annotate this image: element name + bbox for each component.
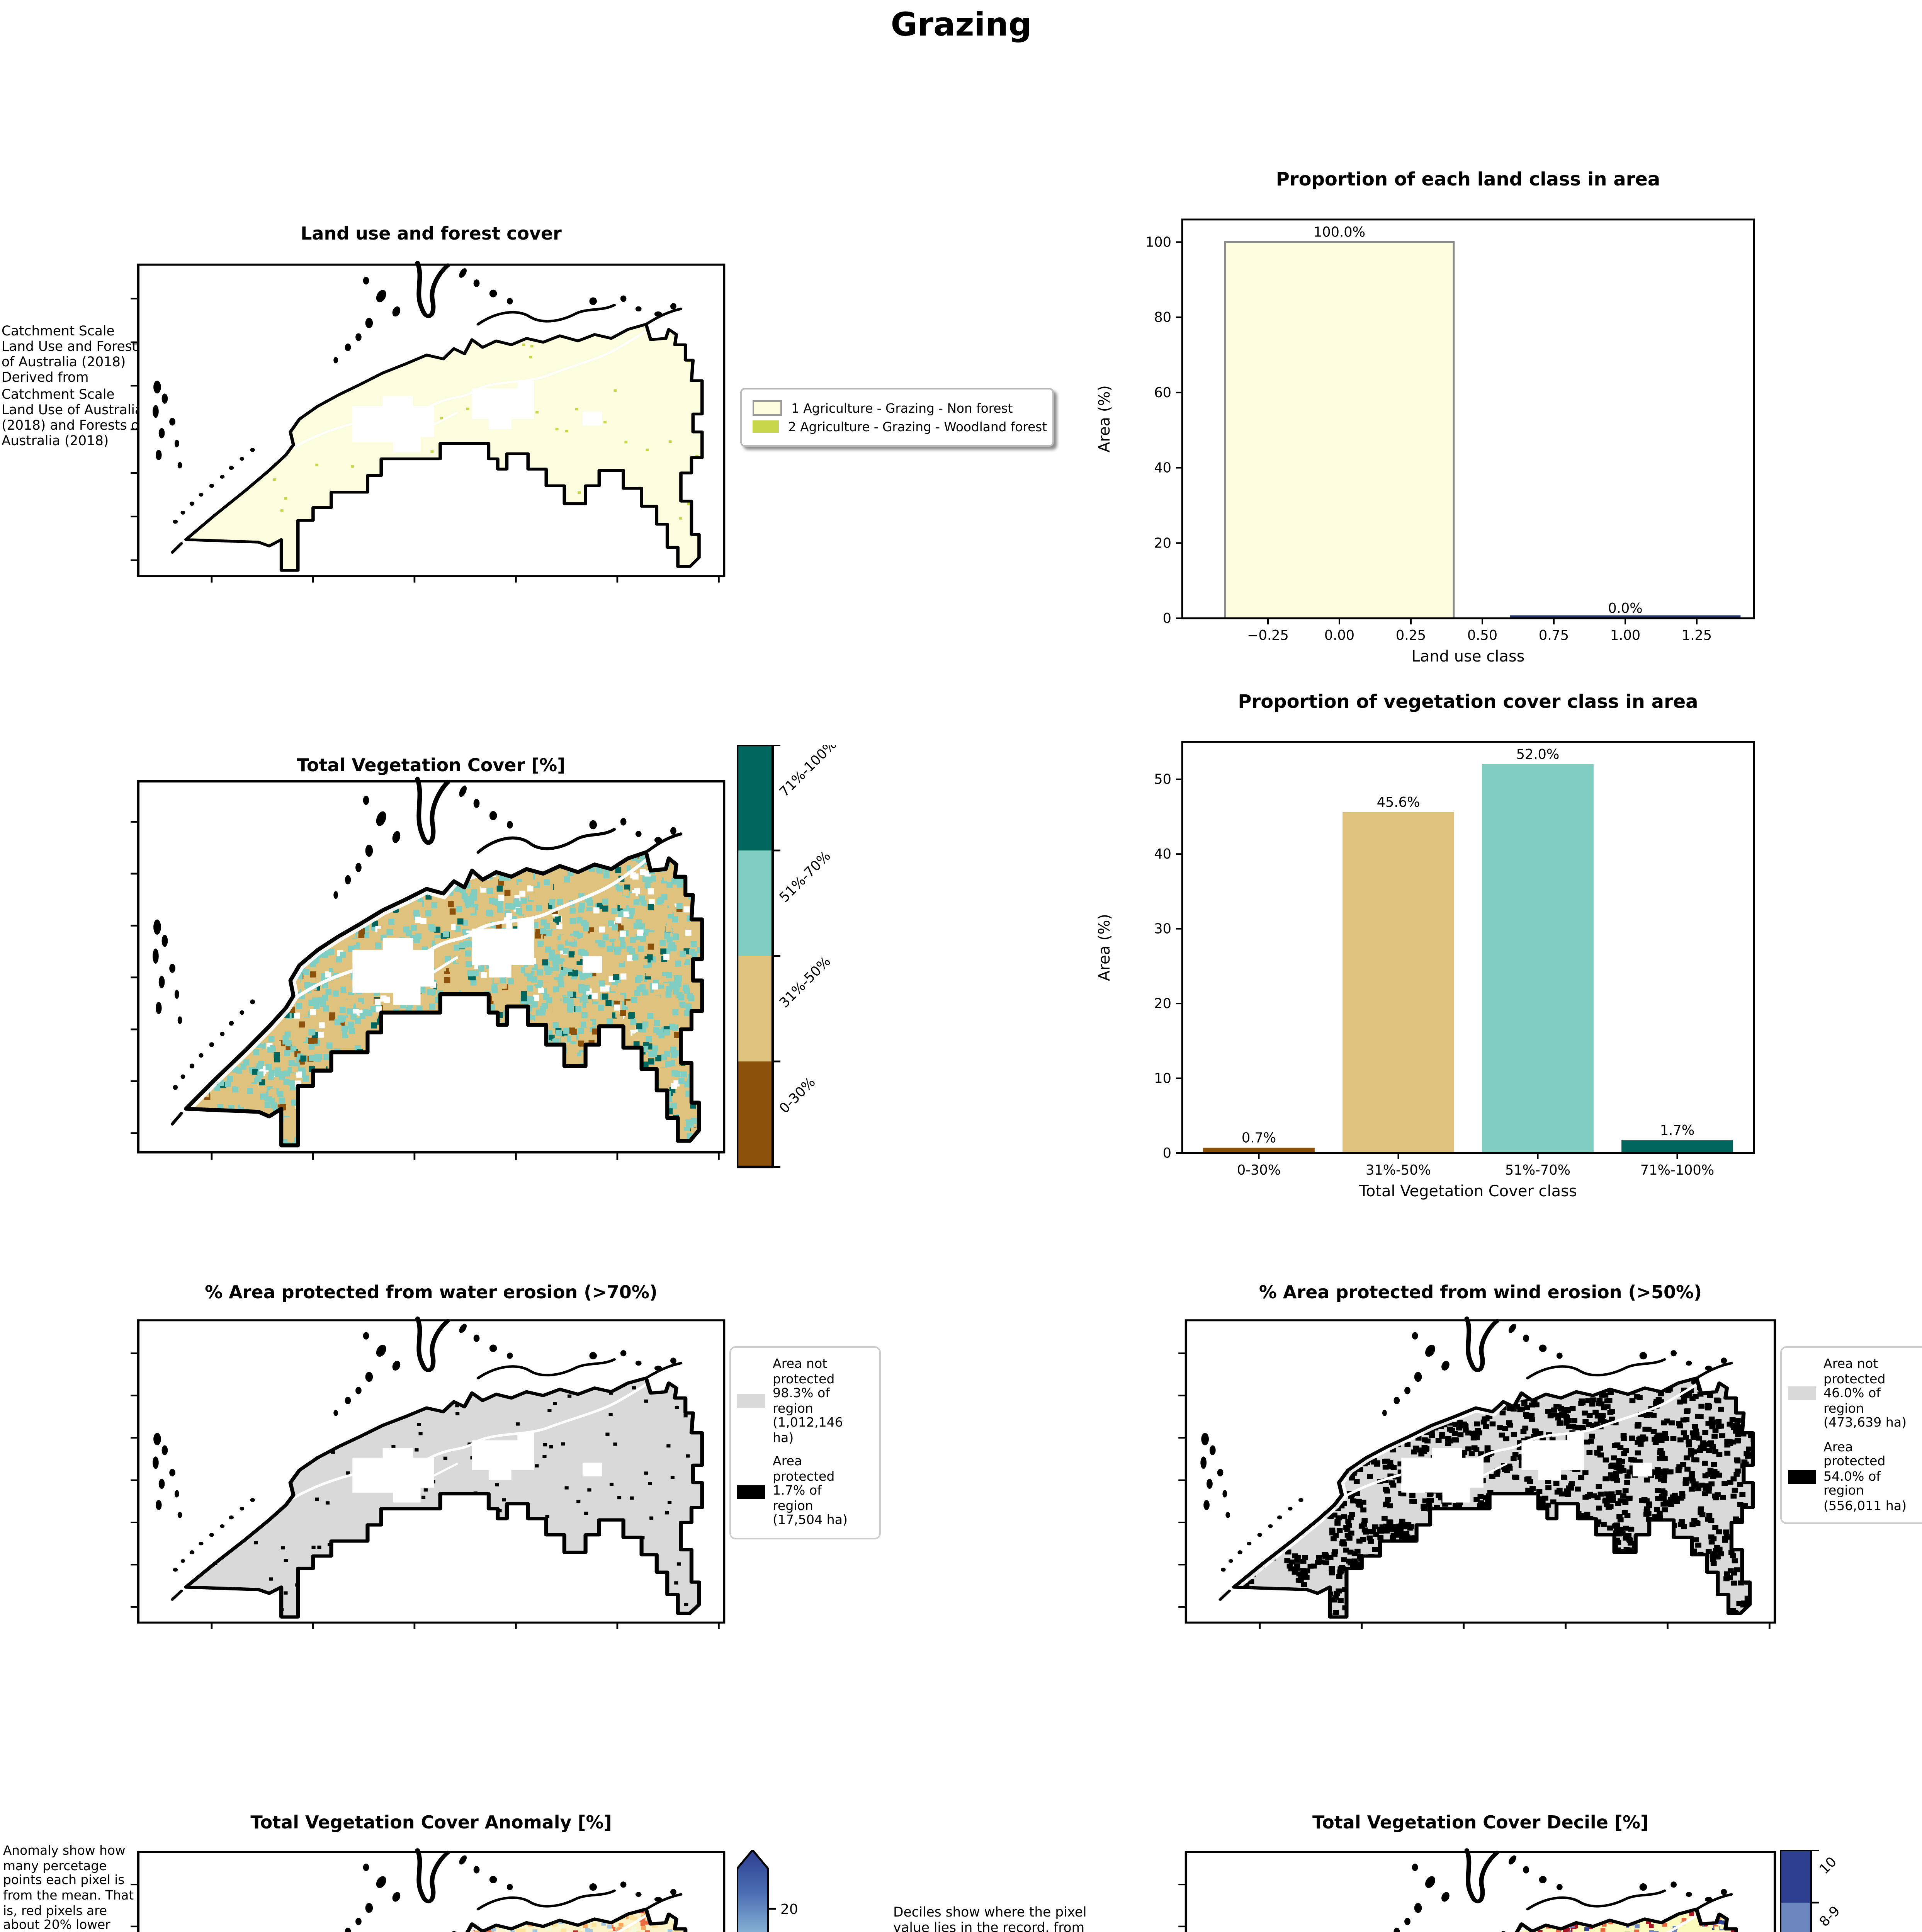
svg-text:1.7%: 1.7% [1660,1122,1694,1138]
svg-text:−0.25: −0.25 [1247,628,1289,643]
map-title-decile: Total Vegetation Cover Decile [%] [1312,1811,1648,1833]
legend-item: 2 Agriculture - Grazing - Woodland fores… [753,419,1047,434]
page-title: Grazing [890,6,1032,43]
svg-text:Proportion of vegetation cover: Proportion of vegetation cover class in … [1238,691,1698,713]
svg-text:Proportion of each land class: Proportion of each land class in area [1276,168,1660,190]
legend-swatch-protected-icon [737,1485,765,1499]
svg-text:31%-50%: 31%-50% [1366,1162,1431,1178]
svg-text:0.0%: 0.0% [1608,600,1642,616]
svg-text:40: 40 [1154,846,1171,862]
legend-item: Area protected 54.0% of region (556,011 … [1788,1438,1922,1514]
svg-text:100: 100 [1145,234,1171,250]
legend-swatch-protected-icon [1788,1469,1816,1484]
svg-text:0: 0 [1163,611,1171,626]
svg-text:60: 60 [1154,385,1171,401]
svg-text:71%-100%: 71%-100% [1640,1162,1715,1178]
svg-text:51%-70%: 51%-70% [1505,1162,1570,1178]
legend-swatch-notprotected-icon [1788,1387,1816,1401]
decile-side-note: Deciles show where the pixel value lies … [893,1906,1087,1932]
svg-text:Land use class: Land use class [1411,648,1524,665]
legend-item: Area not protected 46.0% of region (473,… [1788,1355,1922,1431]
anomaly-side-note: Anomaly show how many percetage points e… [3,1842,134,1932]
wind-erosion-legend: Area not protected 46.0% of region (473,… [1780,1346,1922,1525]
svg-text:1.25: 1.25 [1682,628,1712,643]
wind-erosion-map [1178,1316,1777,1629]
legend-label: Area protected 54.0% of region (556,011 … [1823,1438,1907,1513]
svg-text:40: 40 [1154,460,1171,476]
legend-label: 1 Agriculture - Grazing - Non forest [791,400,1013,416]
water-erosion-legend: Area not protected 98.3% of region (1,01… [729,1346,881,1539]
veg-class-bar-chart: Proportion of vegetation cover class in … [1079,677,1820,1218]
svg-text:1.00: 1.00 [1610,628,1640,643]
legend-swatch-woodland-icon [753,420,779,433]
svg-text:100.0%: 100.0% [1314,224,1365,240]
svg-text:31%-50%: 31%-50% [776,954,834,1011]
legend-label: Area not protected 98.3% of region (1,01… [773,1355,843,1445]
legend-item: 1 Agriculture - Grazing - Non forest [753,400,1040,416]
svg-text:0.00: 0.00 [1324,628,1354,643]
legend-label: 2 Agriculture - Grazing - Woodland fores… [788,419,1047,434]
svg-text:0.50: 0.50 [1467,628,1497,643]
svg-text:20: 20 [1154,535,1171,551]
svg-text:Area (%): Area (%) [1096,385,1113,452]
svg-text:51%-70%: 51%-70% [776,848,834,906]
svg-text:0-30%: 0-30% [1237,1162,1281,1178]
legend-item: Area not protected 98.3% of region (1,01… [737,1355,873,1446]
svg-text:0.25: 0.25 [1396,628,1426,643]
svg-text:50: 50 [1154,772,1171,787]
svg-text:0.7%: 0.7% [1242,1130,1276,1146]
land-use-map [131,261,726,583]
decile-map [1178,1848,1777,1932]
svg-text:52.0%: 52.0% [1516,747,1560,762]
legend-label: Area not protected 46.0% of region (473,… [1823,1355,1907,1430]
water-erosion-map [131,1316,726,1629]
anomaly-map [131,1848,726,1932]
map-title-anomaly: Total Vegetation Cover Anomaly [%] [250,1811,612,1833]
svg-text:Total Vegetation Cover class: Total Vegetation Cover class [1359,1182,1577,1200]
svg-text:Area (%): Area (%) [1096,914,1113,981]
legend-swatch-notprotected-icon [737,1394,765,1408]
map-title-wind-erosion: % Area protected from wind erosion (>50%… [1259,1281,1702,1303]
land-use-side-note: Catchment Scale Land Use and Forests of … [2,325,144,450]
decile-colorbar: 108-94-72-31 [1779,1849,1919,1932]
svg-text:30: 30 [1154,921,1171,937]
svg-text:80: 80 [1154,310,1171,325]
legend-label: Area protected 1.7% of region (17,504 ha… [773,1453,848,1528]
veg-cover-map [131,777,726,1160]
svg-text:10: 10 [1154,1071,1171,1087]
land-use-legend: 1 Agriculture - Grazing - Non forest 2 A… [740,388,1054,447]
land-class-bar-chart: Proportion of each land class in area 100… [1079,151,1820,677]
svg-text:20: 20 [1154,996,1171,1012]
map-title-land-use: Land use and forest cover [301,223,562,244]
svg-text:0-30%: 0-30% [776,1074,818,1116]
svg-text:0: 0 [1163,1145,1171,1161]
svg-text:0.75: 0.75 [1539,628,1569,643]
legend-item: Area protected 1.7% of region (17,504 ha… [737,1453,873,1529]
anomaly-colorbar: 20100−10−20 [736,1848,830,1932]
map-title-water-erosion: % Area protected from water erosion (>70… [205,1281,658,1303]
map-title-veg-cover: Total Vegetation Cover [%] [297,754,566,776]
legend-swatch-nonforest-icon [753,400,782,416]
veg-cover-colorbar: 71%-100% 51%-70% 31%-50% 0-30% [736,736,923,1178]
svg-text:71%-100%: 71%-100% [776,745,839,800]
svg-text:45.6%: 45.6% [1377,794,1420,810]
